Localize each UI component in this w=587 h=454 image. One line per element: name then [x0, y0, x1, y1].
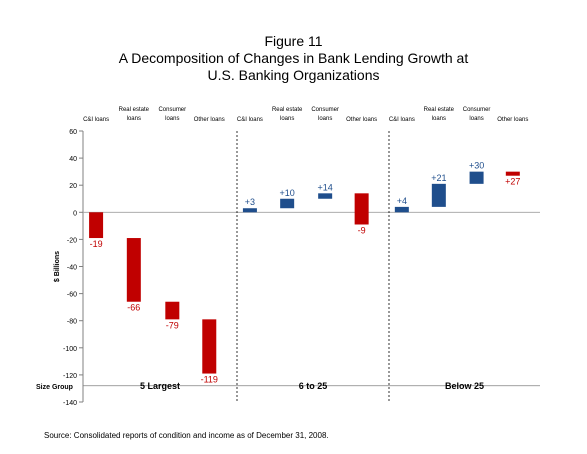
y-tick-label: -120 — [63, 373, 77, 380]
chart-subtitle: U.S. Banking Organizations — [207, 67, 380, 83]
chart-title: A Decomposition of Changes in Bank Lendi… — [118, 50, 469, 66]
category-label: Consumer — [311, 107, 339, 113]
category-label: Real estate — [424, 107, 455, 113]
category-label: C&I loans — [389, 117, 415, 123]
y-tick-label: 20 — [69, 183, 77, 190]
data-label: -9 — [358, 225, 366, 235]
size-group-label: 5 Largest — [140, 381, 180, 391]
waterfall-bar — [354, 193, 369, 225]
size-group-label: Below 25 — [445, 381, 484, 391]
size-group-label: 6 to 25 — [299, 381, 328, 391]
y-tick-label: 40 — [69, 156, 77, 163]
y-tick-label: -60 — [67, 292, 77, 299]
waterfall-bar — [89, 212, 104, 239]
figure-label: Figure 11 — [264, 33, 323, 49]
waterfall-bar — [318, 193, 333, 199]
size-group-row-label: Size Group — [36, 384, 73, 391]
waterfall-bar — [505, 171, 520, 176]
data-label: +21 — [431, 173, 446, 183]
data-label: +3 — [245, 197, 255, 207]
category-label: Consumer — [463, 107, 491, 113]
data-label: +14 — [318, 182, 333, 192]
waterfall-bar — [126, 238, 141, 302]
category-label: loans — [165, 116, 179, 122]
category-label: loans — [318, 116, 332, 122]
category-label: Real estate — [119, 107, 150, 113]
y-tick-label: 0 — [73, 210, 77, 217]
category-label: Real estate — [272, 107, 303, 113]
y-tick-label: 60 — [69, 129, 77, 136]
category-label: C&I loans — [83, 117, 109, 123]
category-label: Consumer — [158, 107, 186, 113]
category-label: Other loans — [346, 117, 377, 123]
data-label: +27 — [505, 177, 520, 187]
waterfall-bar — [165, 301, 180, 320]
waterfall-bar — [202, 319, 217, 374]
y-tick-label: -100 — [63, 346, 77, 353]
data-label: -79 — [166, 320, 179, 330]
category-label: loans — [469, 116, 483, 122]
category-label: Other loans — [194, 117, 225, 123]
data-label: +30 — [469, 161, 484, 171]
data-label: -19 — [90, 239, 103, 249]
waterfall-bar — [431, 183, 446, 207]
y-axis-title: $ Billions — [54, 251, 61, 282]
waterfall-bar — [394, 206, 409, 213]
data-label: -119 — [201, 375, 218, 385]
data-label: +10 — [280, 188, 295, 198]
y-tick-label: -80 — [67, 319, 77, 326]
data-label: +4 — [397, 196, 407, 206]
y-tick-label: -140 — [63, 400, 77, 407]
waterfall-bar — [280, 198, 295, 209]
category-label: C&I loans — [237, 117, 263, 123]
source-note: Source: Consolidated reports of conditio… — [44, 431, 329, 440]
y-tick-label: -40 — [67, 265, 77, 272]
category-label: Other loans — [497, 117, 528, 123]
data-label: -66 — [127, 303, 140, 313]
y-tick-label: -20 — [67, 237, 77, 244]
category-label: loans — [432, 116, 446, 122]
category-label: loans — [127, 116, 141, 122]
waterfall-bar — [469, 171, 484, 184]
waterfall-bar — [242, 208, 257, 213]
category-label: loans — [280, 116, 294, 122]
